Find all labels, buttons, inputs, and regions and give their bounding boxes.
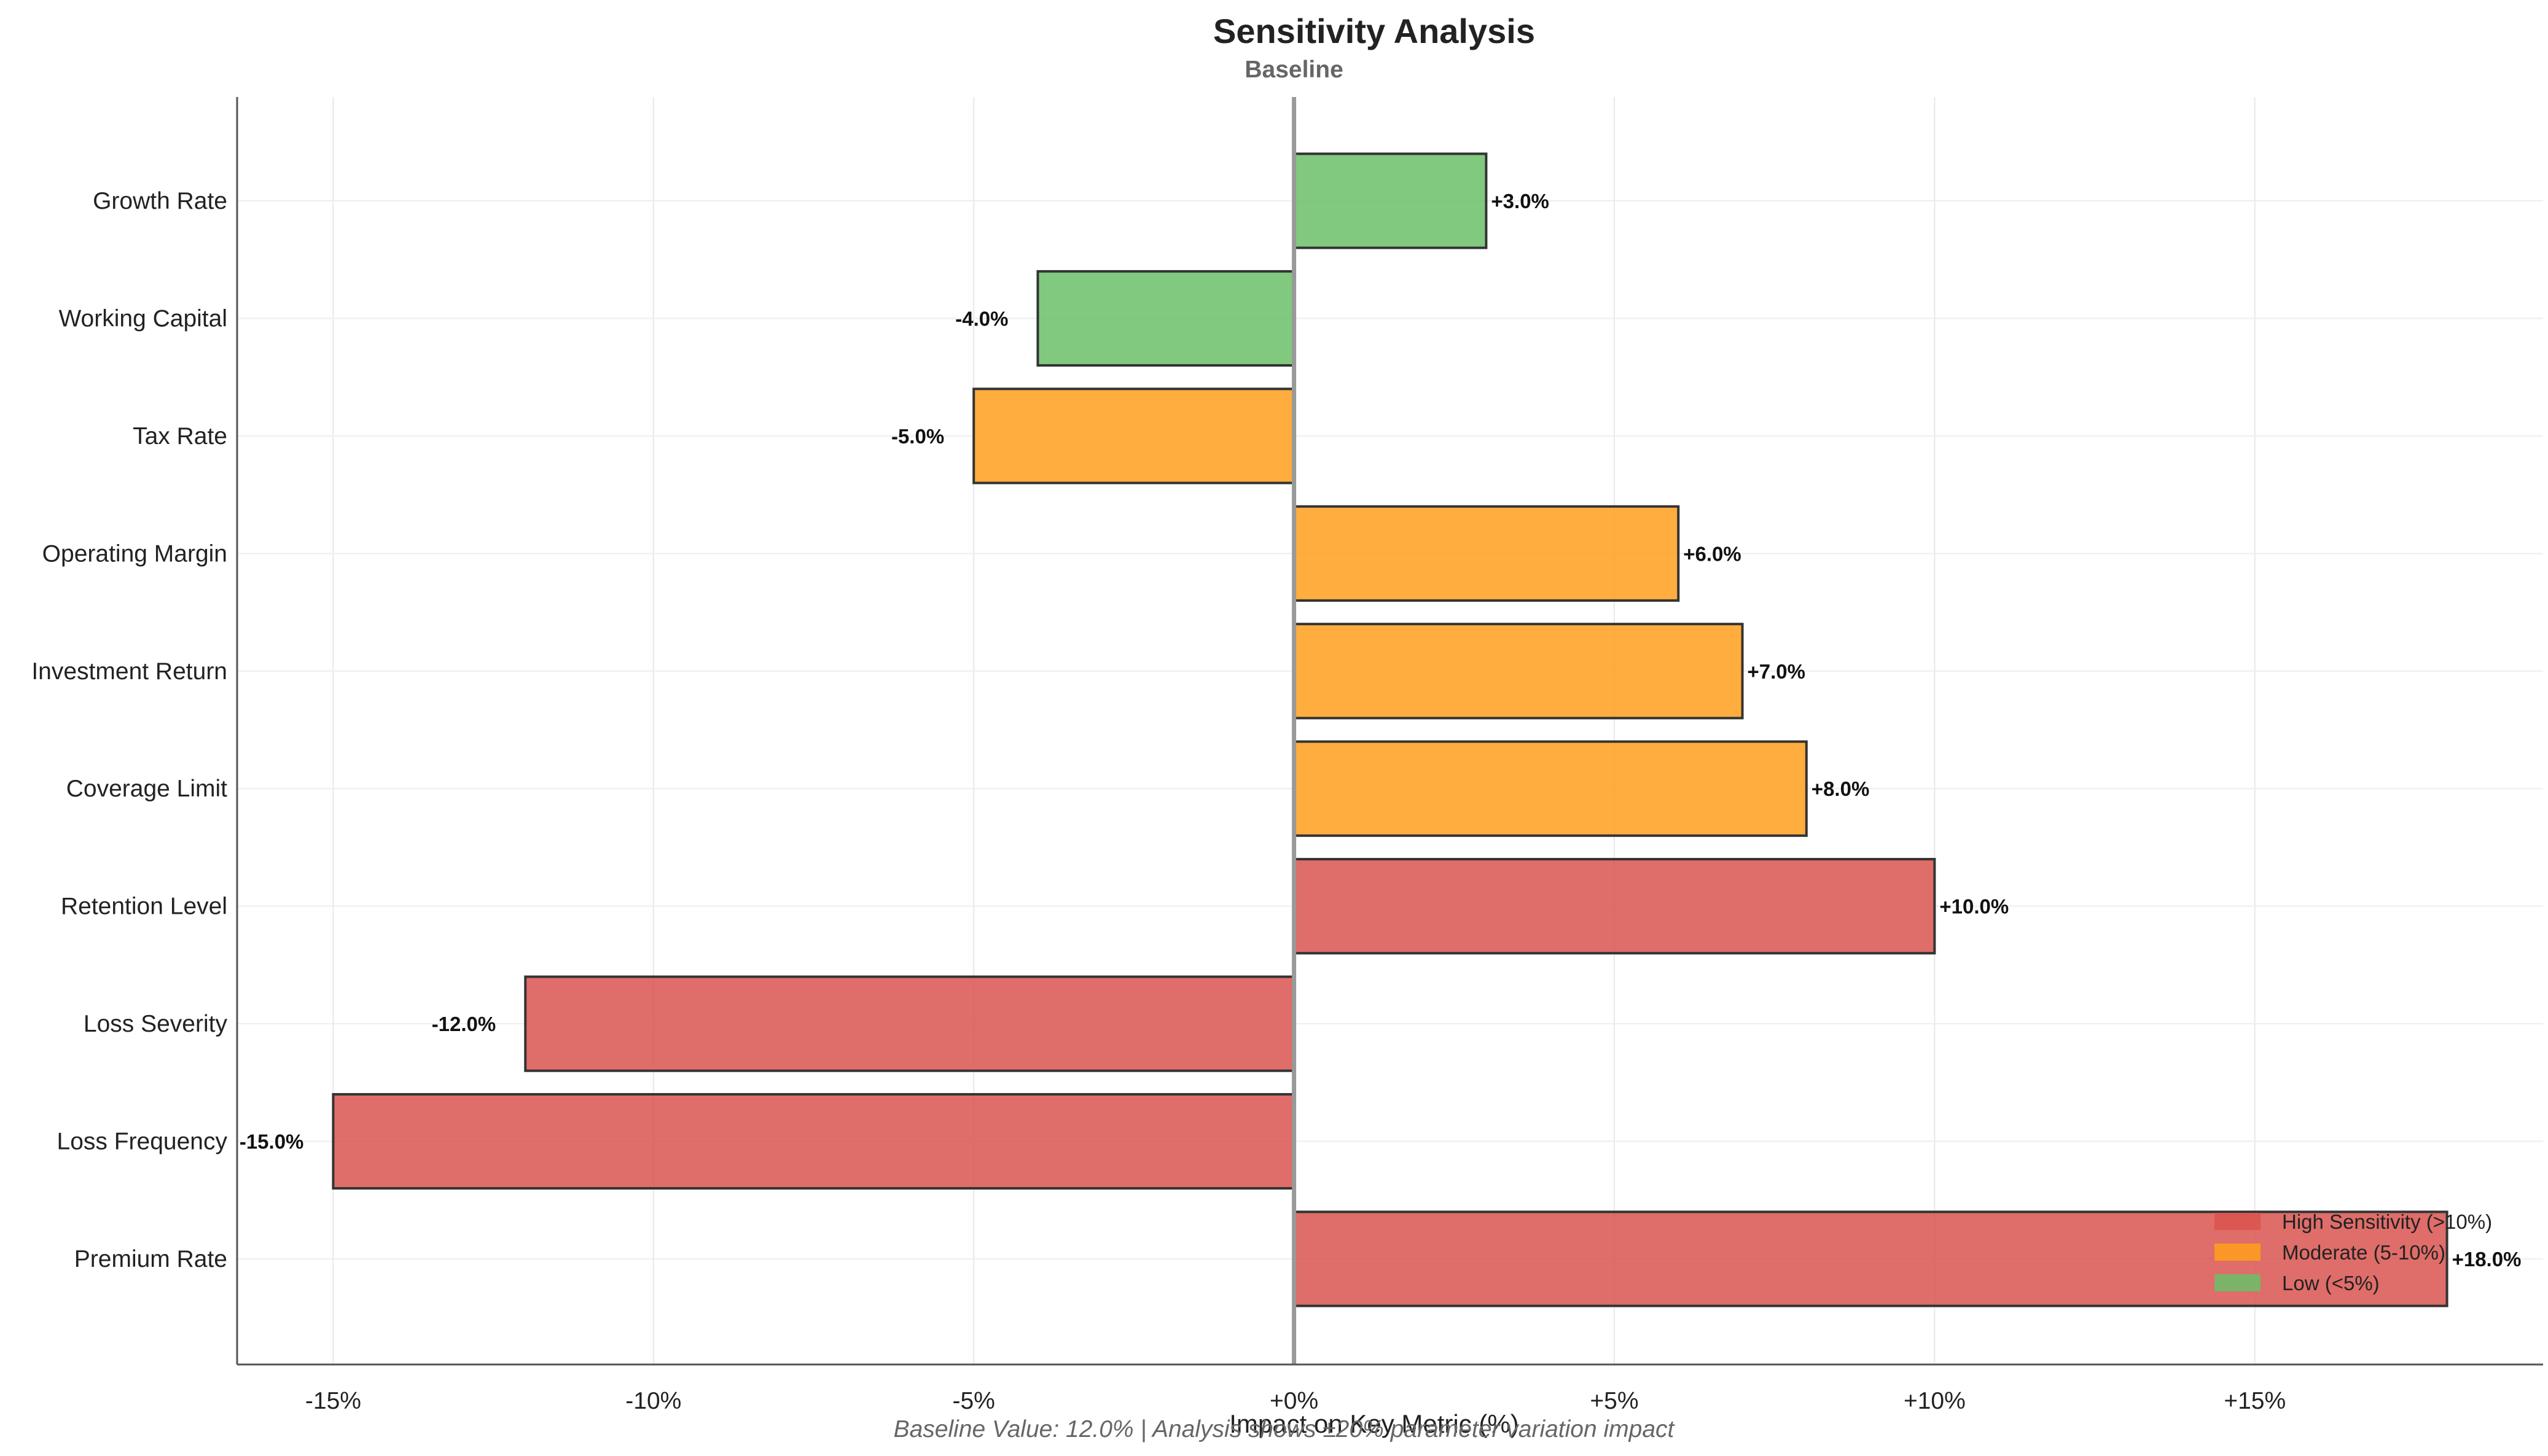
y-tick-label: Tax Rate <box>133 423 227 450</box>
baseline-label: Baseline <box>1245 56 1343 83</box>
x-tick-label: +5% <box>1590 1388 1638 1414</box>
bar-value-label: +6.0% <box>1683 542 1741 565</box>
x-tick-label: -15% <box>305 1388 361 1414</box>
bar <box>972 387 1295 485</box>
x-tick-label: -5% <box>953 1388 995 1414</box>
chart-title: Sensitivity Analysis <box>1213 12 1535 50</box>
bar-value-label: +18.0% <box>2452 1248 2522 1271</box>
y-tick-label: Retention Level <box>61 893 227 920</box>
legend-label: Moderate (5-10%) <box>2282 1241 2445 1264</box>
bar-value-label: -15.0% <box>240 1131 304 1153</box>
bar-value-label: -5.0% <box>891 425 944 448</box>
bar-value-label: +7.0% <box>1748 660 1806 683</box>
bar <box>524 975 1295 1072</box>
bar <box>1292 740 1808 837</box>
bar-value-label: -12.0% <box>432 1013 496 1035</box>
y-tick-label: Coverage Limit <box>66 776 227 802</box>
bar-value-label: -4.0% <box>955 307 1008 330</box>
legend-label: Low (<5%) <box>2282 1272 2380 1294</box>
bar <box>1292 623 1744 720</box>
y-tick-label: Operating Margin <box>42 540 227 567</box>
x-tick-label: -10% <box>625 1388 681 1414</box>
legend-swatch <box>2214 1244 2261 1261</box>
axes <box>236 97 2543 1366</box>
bar-value-label: +10.0% <box>1939 895 2009 918</box>
bar-value-label: +8.0% <box>1811 777 1870 800</box>
bars <box>332 97 2448 1365</box>
x-axis-title: Impact on Key Metric (%) <box>1229 1409 1518 1438</box>
y-tick-label: Growth Rate <box>93 188 227 214</box>
y-tick-label: Loss Frequency <box>57 1129 228 1155</box>
y-tick-label: Loss Severity <box>84 1011 228 1037</box>
x-tick-label: +10% <box>1904 1388 1966 1414</box>
y-tick-label: Premium Rate <box>74 1246 227 1272</box>
bar-value-label: +3.0% <box>1491 190 1549 212</box>
bar <box>1292 858 1936 955</box>
y-tick-label: Investment Return <box>31 658 227 685</box>
legend-swatch <box>2214 1213 2261 1230</box>
y-tick-label: Working Capital <box>58 305 227 332</box>
legend-swatch <box>2214 1274 2261 1291</box>
x-tick-label: +0% <box>1270 1388 1318 1414</box>
footnote: Baseline Value: 12.0% | Analysis shows ±… <box>894 1416 1676 1442</box>
bar <box>1036 270 1295 367</box>
bar <box>1292 505 1680 602</box>
bar <box>1292 152 1488 249</box>
legend: High Sensitivity (>10%) Moderate (5-10%) L… <box>2214 1210 2492 1294</box>
legend-label: High Sensitivity (>10%) <box>2282 1210 2492 1233</box>
x-tick-label: +15% <box>2224 1388 2286 1414</box>
bar <box>332 1092 1295 1190</box>
bar <box>1292 1210 2448 1307</box>
labels: -15% -10% -5% +0% +5% +10% +15% Growth Rate +3.0… <box>31 188 2521 1414</box>
